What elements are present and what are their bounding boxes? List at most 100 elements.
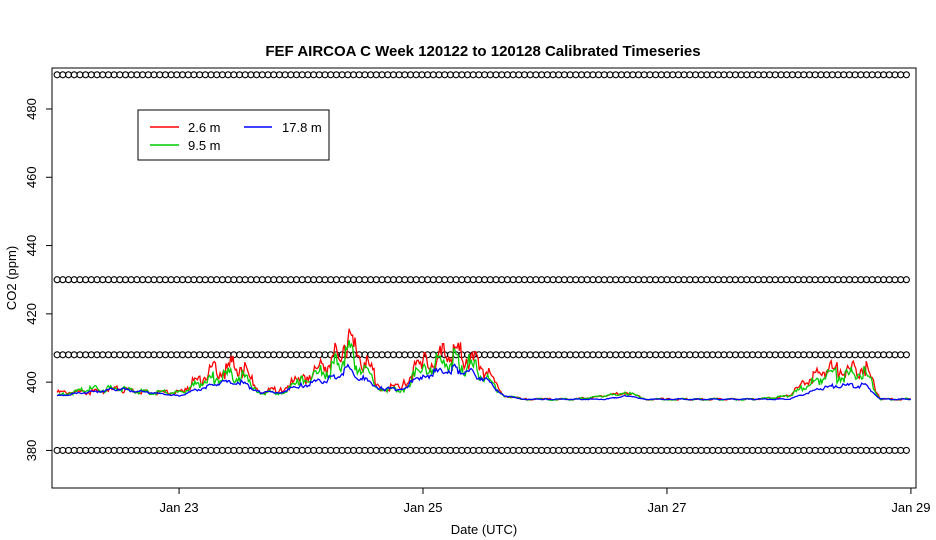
reference-marker [868,71,876,79]
reference-marker [310,276,318,284]
reference-marker [178,276,187,284]
reference-marker [104,71,112,79]
y-tick-label: 420 [24,303,39,325]
reference-marker [714,71,722,79]
reference-marker [874,446,882,454]
reference-marker [304,446,312,454]
reference-marker [663,71,671,79]
reference-marker [184,71,192,79]
reference-marker [389,276,397,284]
reference-marker [378,446,386,454]
reference-marker [281,276,289,284]
reference-marker [686,276,694,284]
x-tick-label: Jan 27 [647,500,686,515]
reference-marker [549,276,557,284]
reference-marker [703,71,711,79]
reference-marker [150,71,158,79]
reference-marker [862,351,871,359]
reference-marker [566,351,574,359]
reference-marker [247,71,255,79]
reference-marker [93,351,101,359]
reference-marker [612,71,620,79]
reference-marker [555,446,563,454]
reference-marker [589,351,597,359]
reference-marker [412,276,420,284]
reference-marker [156,71,164,79]
reference-marker [845,71,853,79]
reference-marker [788,71,796,79]
reference-marker [754,446,762,454]
reference-marker [709,71,717,79]
reference-marker [538,71,546,79]
reference-marker [709,276,717,284]
reference-marker [59,351,67,359]
reference-marker [139,351,147,359]
reference-marker [372,276,380,284]
reference-marker [652,446,660,454]
reference-marker [241,446,249,454]
reference-marker [720,71,728,79]
reference-marker [395,351,403,359]
reference-marker [190,71,198,79]
reference-marker [76,71,84,79]
reference-marker [441,276,449,284]
reference-marker [82,446,90,454]
reference-marker [532,446,540,454]
reference-marker [287,276,295,284]
reference-marker [532,276,540,284]
reference-marker [532,71,540,79]
reference-marker [167,276,175,284]
reference-marker [167,351,175,359]
reference-marker [424,446,432,454]
reference-marker [760,446,768,454]
reference-marker [70,446,78,454]
reference-marker [612,351,620,359]
reference-marker [281,446,289,454]
reference-marker [338,446,346,454]
reference-marker [857,276,865,284]
reference-marker [703,276,711,284]
reference-marker [304,276,312,284]
reference-marker [720,276,728,284]
reference-marker [173,351,181,359]
reference-marker [840,351,848,359]
reference-marker [355,276,363,284]
x-axis-label: Date (UTC) [451,522,517,537]
reference-marker [207,276,215,284]
reference-marker [224,446,232,454]
reference-marker [139,446,147,454]
reference-marker [378,276,386,284]
reference-marker [452,276,460,284]
reference-marker [880,276,888,284]
reference-marker [310,71,318,79]
reference-marker [196,351,204,359]
reference-marker [161,276,169,284]
reference-marker [196,71,204,79]
reference-marker [127,71,135,79]
reference-marker [70,276,78,284]
reference-marker [235,351,244,359]
reference-marker [817,276,825,284]
reference-marker [207,446,215,454]
reference-marker [669,351,677,359]
reference-marker [828,351,836,359]
reference-marker [275,71,283,79]
reference-marker [760,276,768,284]
reference-marker [121,446,130,454]
reference-marker [697,276,705,284]
reference-marker [874,71,882,79]
legend-label-2-6m: 2.6 m [188,120,221,135]
reference-marker [458,446,466,454]
reference-marker [885,71,893,79]
reference-marker [486,351,494,359]
reference-marker [184,276,192,284]
reference-marker [845,276,853,284]
reference-marker [737,71,745,79]
reference-marker [127,446,135,454]
reference-marker [851,276,859,284]
reference-marker [652,71,660,79]
reference-marker [315,276,323,284]
reference-marker [59,71,67,79]
reference-marker [481,446,489,454]
